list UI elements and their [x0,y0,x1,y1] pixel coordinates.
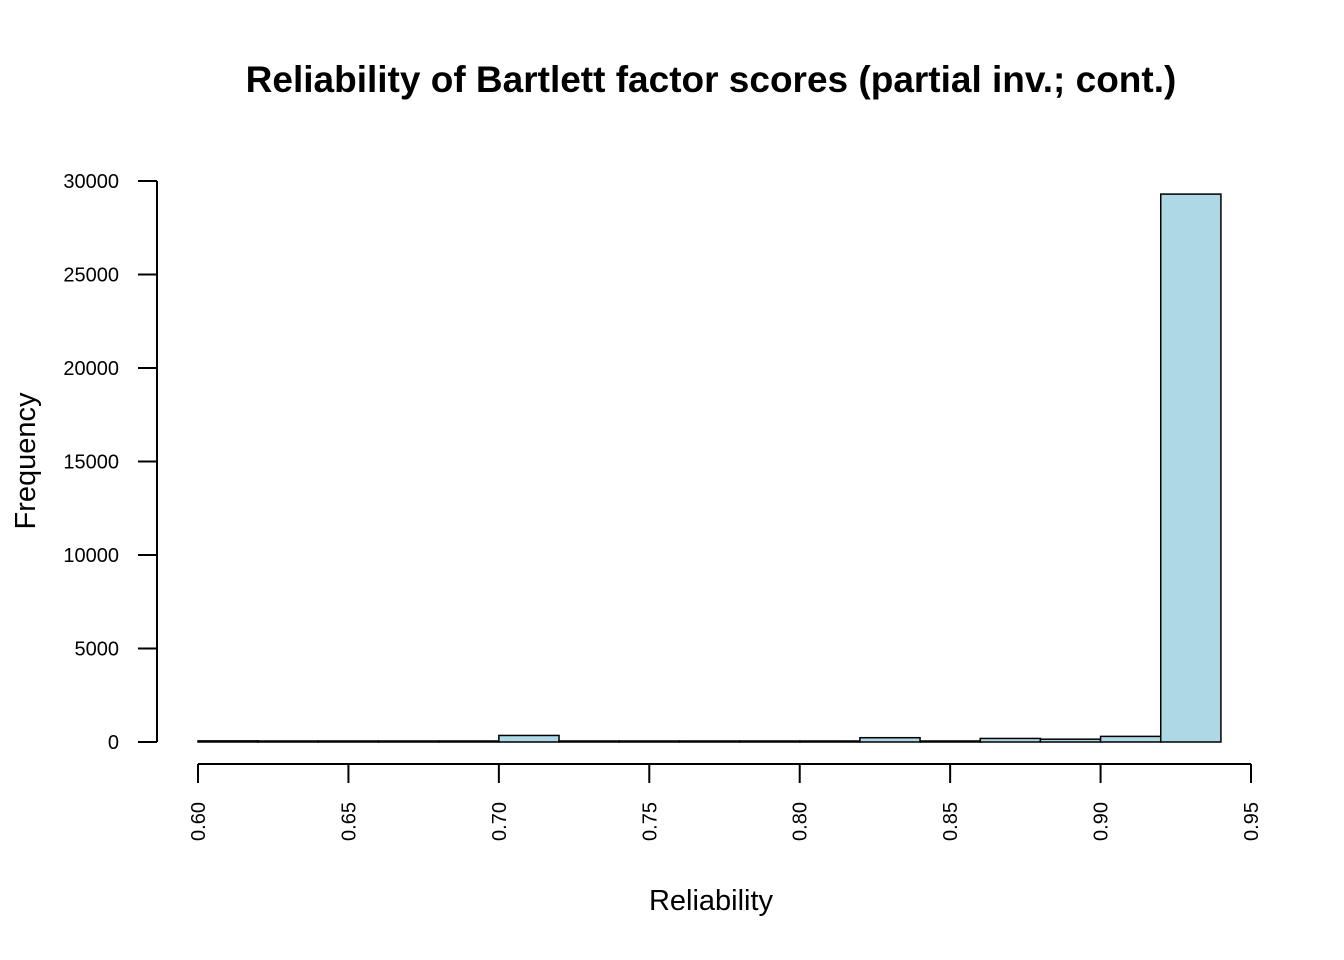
histogram-bar [738,740,801,743]
histogram-bar [257,740,320,743]
y-axis-label: Frequency [10,392,42,530]
y-axis: 0 5000 10000 15000 20000 25000 30000 [63,171,158,754]
bars-group [197,193,1222,743]
histogram-bar [1099,735,1162,743]
x-tick-label: 0.95 [1241,802,1263,841]
x-tick-label: 0.70 [489,802,511,841]
histogram-bar [919,740,981,743]
histogram-bar [618,740,681,743]
y-tick-label: 0 [108,732,119,754]
x-tick-label: 0.75 [639,802,661,841]
x-axis-label: Reliability [649,885,774,917]
histogram-bar [377,740,440,743]
histogram-bar [1159,193,1222,743]
x-tick-label: 0.90 [1091,802,1113,841]
histogram-bar [859,736,921,743]
y-tick-label: 15000 [63,452,119,474]
histogram-bar [437,740,500,743]
histogram-bar [798,740,861,743]
histogram-bar [197,740,259,743]
histogram-bar [317,740,380,743]
histogram-bar [498,734,560,743]
x-axis: 0.60 0.65 0.70 0.75 0.80 0.85 0.90 0.95 [188,763,1263,841]
x-tick-label: 0.65 [338,802,360,841]
x-tick-label: 0.80 [790,802,812,841]
y-tick-label: 30000 [63,171,119,193]
y-tick-label: 10000 [63,545,119,567]
y-tick-label: 5000 [75,639,120,661]
histogram-bar [558,740,620,743]
chart-title: Reliability of Bartlett factor scores (p… [246,59,1177,100]
x-tick-label: 0.85 [940,802,962,841]
histogram-bar [678,740,741,743]
histogram-bar [1039,738,1102,743]
y-tick-label: 25000 [63,265,119,287]
y-tick-label: 20000 [63,358,119,380]
histogram-bar [979,737,1042,743]
x-tick-label: 0.60 [188,802,210,841]
